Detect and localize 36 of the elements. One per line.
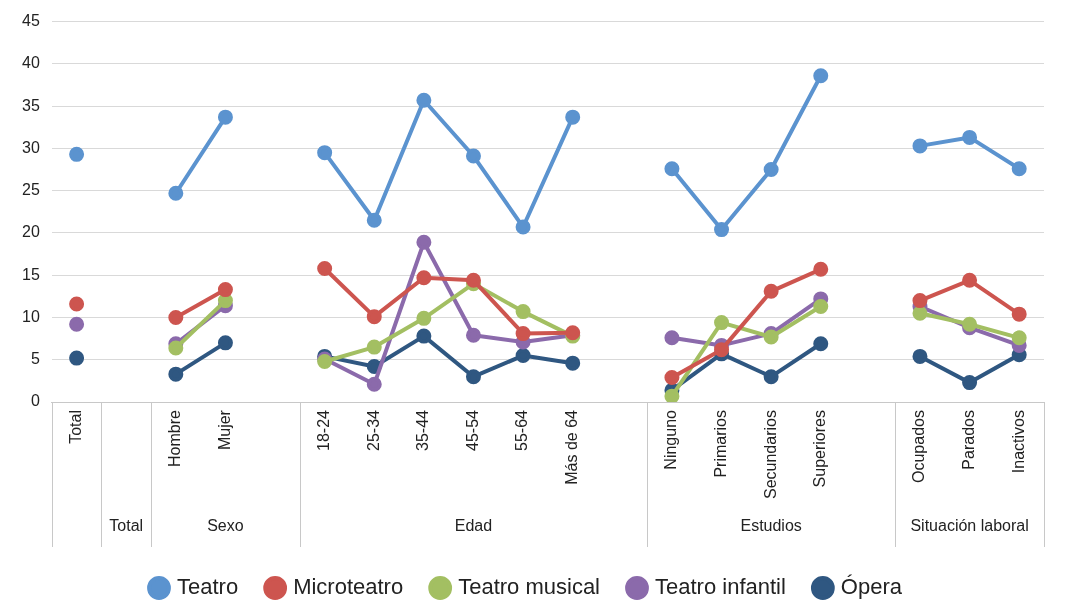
x-tick-label: 18-24: [315, 409, 333, 451]
text: Total: [109, 517, 144, 535]
y-tick-label: 25: [22, 181, 40, 199]
x-tick-label: Mujer: [215, 409, 233, 451]
x-tick-label: Ocupados: [910, 410, 928, 483]
legend-label: Microteatro: [293, 574, 404, 600]
y-tick-label: 45: [22, 12, 40, 30]
y-tick-label: 20: [22, 223, 40, 241]
text: Situación laboral: [910, 517, 1029, 535]
x-tick-label: Más de 64: [563, 409, 581, 485]
legend-label: Teatro infantil: [655, 574, 786, 600]
x-tick-label: Secundarios: [761, 410, 779, 500]
text: Edad: [454, 517, 493, 535]
x-tick-label: Parados: [959, 410, 977, 470]
y-tick-label: 15: [22, 265, 40, 283]
y-tick-label: 0: [30, 392, 40, 410]
x-tick-label: Hombre: [166, 409, 184, 467]
text: Sexo: [207, 517, 244, 535]
x-tick-label: Primarios: [711, 410, 729, 478]
text: Estudios: [740, 517, 802, 535]
x-tick-label: Superiores: [811, 410, 829, 488]
y-tick-label: 40: [22, 54, 40, 72]
x-tick-label: 45-54: [463, 409, 481, 451]
y-tick-label: 5: [30, 350, 40, 368]
x-tick-label: Total: [67, 410, 85, 444]
legend-label: Teatro musical: [458, 574, 601, 600]
y-tick-label: 30: [22, 138, 40, 156]
x-tick-label: 55-64: [513, 409, 531, 451]
legend-label: Ópera: [840, 574, 903, 600]
y-tick-label: 35: [22, 96, 40, 114]
x-tick-label: Ninguno: [662, 409, 680, 470]
y-tick-label: 10: [22, 307, 40, 325]
x-tick-label: 25-34: [364, 409, 382, 451]
legend-label: Teatro: [177, 574, 239, 600]
x-tick-label: Inactivos: [1009, 410, 1027, 474]
x-tick-label: 35-44: [414, 409, 432, 451]
